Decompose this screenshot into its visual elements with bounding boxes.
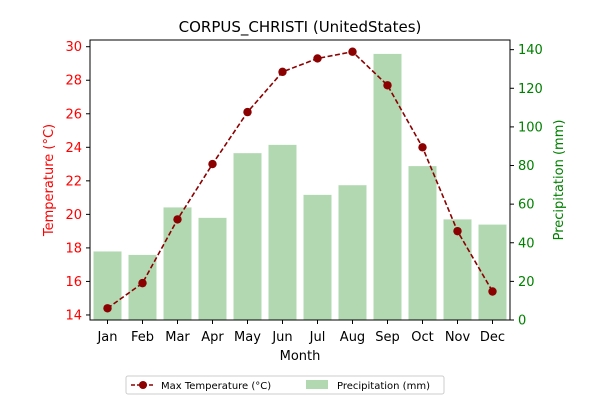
left-tick-label: 28	[65, 74, 82, 89]
precipitation-bar	[338, 185, 367, 320]
right-tick-label: 40	[518, 236, 535, 251]
x-tick-label: Jul	[309, 330, 326, 345]
right-tick-label: 120	[518, 82, 543, 97]
right-tick-label: 100	[518, 120, 543, 135]
left-tick-label: 22	[65, 174, 82, 189]
left-axis: 14 16 18 20 22 24 26 28 30	[65, 40, 90, 323]
x-tick-label: Sep	[375, 330, 400, 345]
legend-temperature-label: Max Temperature (°C)	[161, 381, 271, 392]
precipitation-bar	[268, 144, 297, 320]
x-tick-label: May	[234, 330, 261, 345]
temperature-point	[453, 226, 462, 236]
right-tick-label: 0	[518, 314, 526, 329]
right-axis: 0 20 40 60 80 100 120 140	[510, 43, 543, 329]
precipitation-bar	[408, 166, 437, 320]
left-tick-label: 20	[65, 208, 82, 223]
temperature-point	[488, 287, 497, 296]
precipitation-bar	[478, 224, 507, 320]
right-axis-title: Precipitation (mm)	[552, 120, 567, 241]
right-tick-label: 140	[518, 43, 543, 58]
temperature-point	[418, 143, 427, 152]
plot-frame	[89, 39, 511, 321]
x-tick-label: Mar	[165, 330, 190, 345]
x-tick-label: Oct	[411, 330, 433, 345]
x-tick-label: Nov	[445, 330, 471, 345]
temperature-point	[313, 54, 322, 63]
legend-precipitation-swatch	[306, 380, 328, 389]
left-tick-label: 30	[65, 40, 82, 55]
right-tick-label: 80	[518, 159, 535, 174]
temperature-point	[243, 107, 252, 117]
temperature-line-path	[107, 50, 494, 309]
left-tick-label: 14	[65, 308, 82, 323]
temperature-point	[278, 67, 287, 77]
left-axis-title: Temperature (°C)	[42, 124, 57, 237]
x-tick-label: Jun	[271, 330, 292, 345]
temperature-point	[173, 215, 182, 224]
left-tick-label: 26	[65, 107, 82, 122]
temperature-point	[348, 47, 357, 56]
x-tick-label: Jan	[96, 330, 117, 345]
precipitation-bar	[443, 219, 472, 320]
legend-precipitation-label: Precipitation (mm)	[337, 381, 430, 392]
legend-temperature-marker	[139, 381, 147, 389]
x-tick-label: Feb	[131, 330, 154, 345]
temperature-point	[138, 278, 147, 288]
precipitation-bar	[198, 217, 227, 320]
temperature-point	[103, 304, 112, 313]
chart-title: CORPUS_CHRISTI (UnitedStates)	[179, 18, 422, 37]
temperature-point	[208, 159, 217, 169]
x-tick-label: Dec	[480, 330, 505, 345]
legend: Max Temperature (°C) Precipitation (mm)	[125, 375, 445, 395]
precipitation-bars	[93, 53, 507, 321]
legend-box	[125, 375, 445, 395]
left-tick-label: 16	[65, 275, 82, 290]
x-tick-label: Apr	[201, 330, 224, 345]
temperature-point	[383, 81, 392, 90]
right-tick-label: 20	[518, 275, 535, 290]
precipitation-bar	[233, 153, 262, 320]
x-axis: Jan Feb Mar Apr May Jun Jul Aug Sep Oct Nov Dec	[96, 320, 505, 345]
precipitation-bar	[373, 53, 402, 321]
left-tick-label: 24	[65, 141, 82, 156]
left-tick-label: 18	[65, 241, 82, 256]
temperature-line	[103, 47, 497, 313]
x-tick-label: Aug	[340, 330, 365, 345]
right-tick-label: 60	[518, 198, 535, 213]
precipitation-bar	[163, 207, 192, 320]
precipitation-bar	[303, 194, 332, 320]
x-axis-title: Month	[280, 349, 321, 364]
